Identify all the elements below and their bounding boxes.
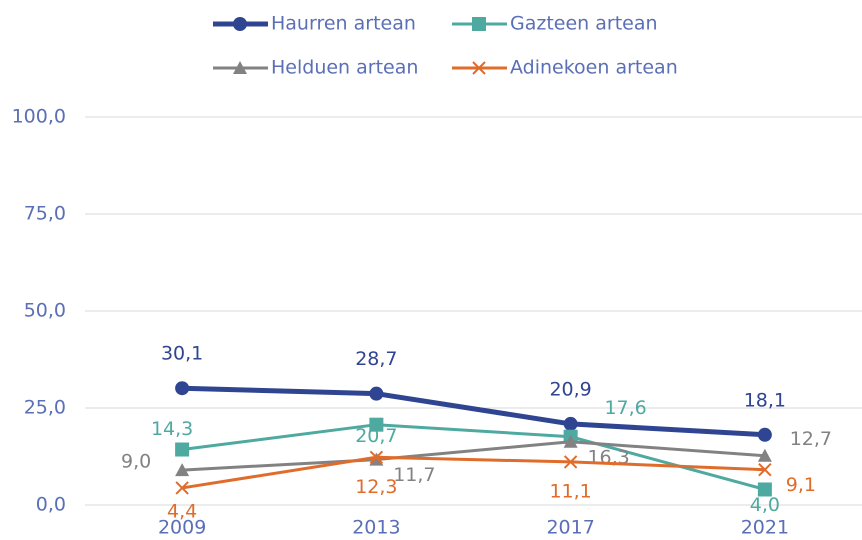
y-tick-label: 25,0 — [24, 397, 66, 419]
data-label: 30,1 — [161, 343, 203, 365]
data-point — [758, 462, 772, 477]
x-tick-label: 2013 — [352, 517, 400, 539]
data-point — [175, 381, 190, 396]
legend-label: Haurren artean — [271, 13, 416, 35]
data-point — [369, 417, 384, 432]
legend-label: Gazteen artean — [510, 13, 658, 35]
legend-marker — [233, 17, 247, 31]
data-point — [175, 481, 189, 495]
data-point — [563, 416, 578, 431]
legend-marker — [472, 17, 486, 31]
legend-marker — [233, 61, 247, 74]
y-tick-label: 50,0 — [24, 300, 66, 322]
data-label: 11,1 — [549, 480, 591, 502]
data-point — [175, 442, 190, 457]
data-label: 4,4 — [167, 500, 197, 522]
y-tick-label: 100,0 — [12, 106, 66, 128]
x-tick-label: 2021 — [741, 517, 789, 539]
data-label: 20,7 — [355, 425, 397, 447]
data-label: 12,3 — [355, 476, 397, 498]
x-tick-label: 2017 — [546, 517, 594, 539]
series-line — [182, 440, 765, 472]
data-point — [757, 448, 772, 462]
data-label: 11,7 — [393, 464, 435, 486]
legend-label: Helduen artean — [271, 57, 418, 79]
data-label: 4,0 — [750, 494, 780, 516]
data-point — [369, 386, 384, 401]
data-point — [175, 463, 190, 477]
y-tick-label: 0,0 — [36, 494, 66, 516]
series-line — [182, 385, 766, 438]
data-label: 20,9 — [549, 378, 591, 400]
data-point — [563, 434, 578, 448]
x-tick-label: 2009 — [158, 517, 206, 539]
y-tick-label: 75,0 — [24, 203, 66, 225]
legend-label: Adinekoen artean — [510, 57, 678, 79]
data-label: 9,0 — [121, 451, 151, 473]
series-line — [181, 423, 766, 491]
data-label: 28,7 — [355, 348, 397, 370]
data-label: 9,1 — [786, 474, 816, 496]
data-point — [369, 452, 384, 466]
data-label: 14,3 — [151, 418, 193, 440]
data-point — [757, 482, 772, 497]
data-point — [563, 455, 578, 469]
data-label: 18,1 — [744, 389, 786, 411]
data-label: 17,6 — [604, 397, 646, 419]
data-point — [369, 450, 384, 464]
data-point — [757, 427, 772, 442]
legend-marker — [472, 61, 486, 75]
series-line — [181, 455, 765, 490]
data-label: 12,7 — [790, 428, 832, 450]
